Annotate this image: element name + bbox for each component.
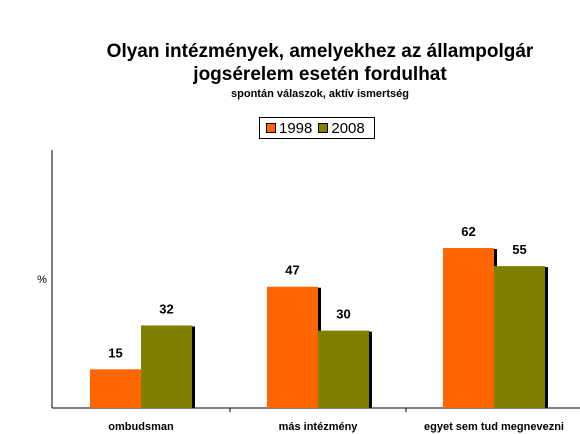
legend-label-2008: 2008 xyxy=(331,119,365,137)
data-label-1998-3: 62 xyxy=(461,224,475,239)
y-axis-label: % xyxy=(37,274,47,286)
legend-swatch-2008 xyxy=(318,123,329,133)
bar-2008-2 xyxy=(318,330,369,408)
legend-item-1998: 1998 xyxy=(266,120,312,137)
data-label-2008-3: 55 xyxy=(512,242,526,257)
bar-shadow-2008 xyxy=(369,331,372,408)
chart-legend: 1998 2008 xyxy=(259,117,375,139)
chart-title-line-1: Olyan intézmények, amelyekhez az állampo… xyxy=(106,41,534,62)
bar-1998-3 xyxy=(443,248,494,408)
bar-2008-3 xyxy=(494,266,545,408)
bar-shadow-2008 xyxy=(545,267,548,408)
legend-swatch-1998 xyxy=(266,123,276,133)
category-label: más intézmény xyxy=(279,421,359,433)
bar-shadow-2008 xyxy=(192,326,195,408)
category-label: egyet sem tud megnevezni xyxy=(424,421,564,433)
data-label-1998-2: 47 xyxy=(285,263,299,278)
chart-title-line-2: jogsérelem esetén fordulhat xyxy=(193,64,447,85)
legend-item-2008: 2008 xyxy=(318,119,365,137)
data-label-1998-1: 15 xyxy=(108,345,122,360)
data-label-2008-2: 30 xyxy=(336,307,350,322)
chart-subtitle: spontán válaszok, aktív ismertség xyxy=(231,88,409,100)
category-label: ombudsman xyxy=(108,421,174,433)
legend-label-1998: 1998 xyxy=(279,119,313,137)
bar-2008-1 xyxy=(141,325,192,408)
bar-1998-2 xyxy=(267,286,318,408)
bar-1998-1 xyxy=(90,369,141,408)
data-label-2008-1: 32 xyxy=(159,301,173,316)
